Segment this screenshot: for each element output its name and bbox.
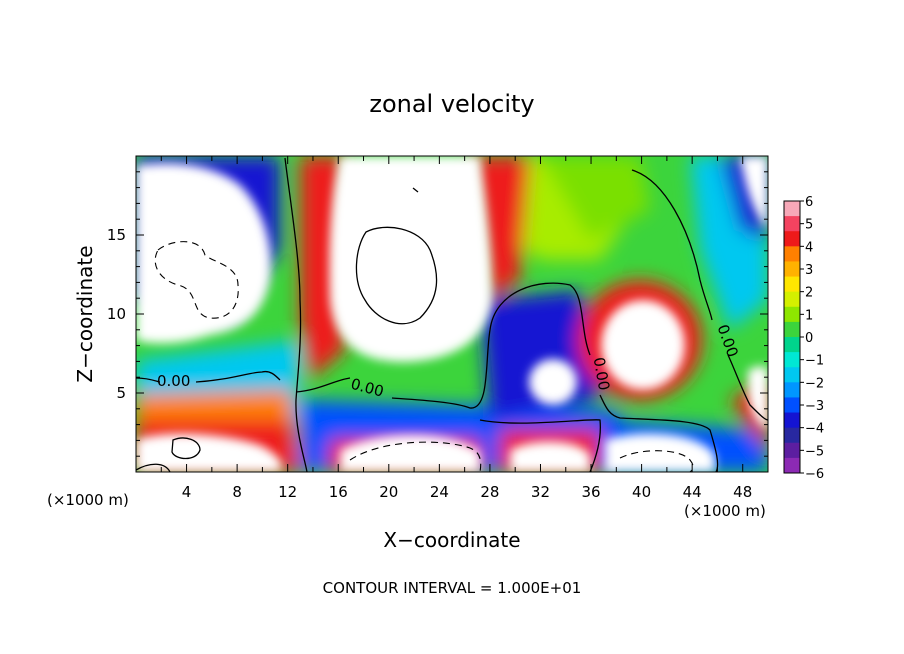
colorbar-label: −1 [805,354,824,369]
x-tick-label: 4 [182,483,192,501]
colorbar-label: 5 [805,218,813,233]
x-tick-label: 48 [733,483,752,501]
colorbar-label: 1 [805,308,813,323]
colorbar-label: −6 [805,467,824,482]
contour-interval-note: CONTOUR INTERVAL = 1.000E+01 [323,579,582,597]
x-tick-label: 36 [581,483,600,501]
x-tick-label: 44 [683,483,702,501]
colorbar-label: −3 [805,399,824,414]
colorbar-label: 2 [805,286,813,301]
colorbar-swatch [784,367,800,383]
x-tick-label: 28 [480,483,499,501]
x-tick-label: 20 [379,483,398,501]
colorbar-swatch [784,276,800,293]
x-tick-label: 40 [632,483,651,501]
colorbar-label: −2 [805,376,824,391]
colorbar-swatch [784,246,800,262]
y-axis-label: Z−coordinate [73,245,97,382]
x-axis: 4 8 12 16 20 24 28 32 36 40 44 48 [160,156,752,501]
contour-lines [136,157,768,472]
colorbar-swatch [784,321,800,338]
x-tick-label: 8 [232,483,242,501]
chart-title: zonal velocity [369,90,534,118]
y-tick-label: 5 [116,384,126,402]
colorbar-swatch [784,337,800,353]
colorbar-swatch [784,231,800,247]
x-axis-unit-left: (×1000 m) [47,491,129,509]
colorbar-label: 3 [805,263,813,278]
colorbar-swatch [784,457,800,474]
colorbar-swatch [784,442,800,459]
colorbar-label: −4 [805,422,824,437]
colorbar: 6 5 4 3 2 1 0 −1 −2 −3 −4 −5 −6 [783,195,824,482]
colorbar-swatch [784,291,800,308]
colorbar-swatch [784,412,800,429]
colorbar-swatch [784,261,800,278]
contour-lines-negative [154,241,694,472]
x-tick-label: 24 [430,483,449,501]
x-tick-label: 32 [531,483,550,501]
x-axis-unit-right: (×1000 m) [684,502,766,520]
colorbar-swatch [784,352,800,368]
colorbar-swatch [784,427,800,444]
y-axis: 5 10 15 [107,171,768,457]
colorbar-label: 0 [805,331,813,346]
colorbar-label: 4 [805,240,813,255]
colorbar-swatch [784,382,800,398]
colorbar-label: 6 [805,195,813,210]
contour-label: 0.00 [590,356,614,392]
contour-label: 0.00 [157,372,190,390]
y-tick-label: 10 [107,305,126,323]
colorbar-swatch [784,201,800,217]
x-tick-label: 16 [329,483,348,501]
colorbar-swatch [784,306,800,323]
colorbar-swatch [784,397,800,414]
colorbar-swatch [784,216,800,232]
velocity-field [136,156,768,472]
contour-label-group: 0.00 0.00 0.00 0.00 [157,322,742,401]
x-tick-label: 12 [278,483,297,501]
colorbar-label: −5 [805,444,824,459]
y-tick-label: 15 [107,226,126,244]
x-axis-label: X−coordinate [383,528,520,552]
